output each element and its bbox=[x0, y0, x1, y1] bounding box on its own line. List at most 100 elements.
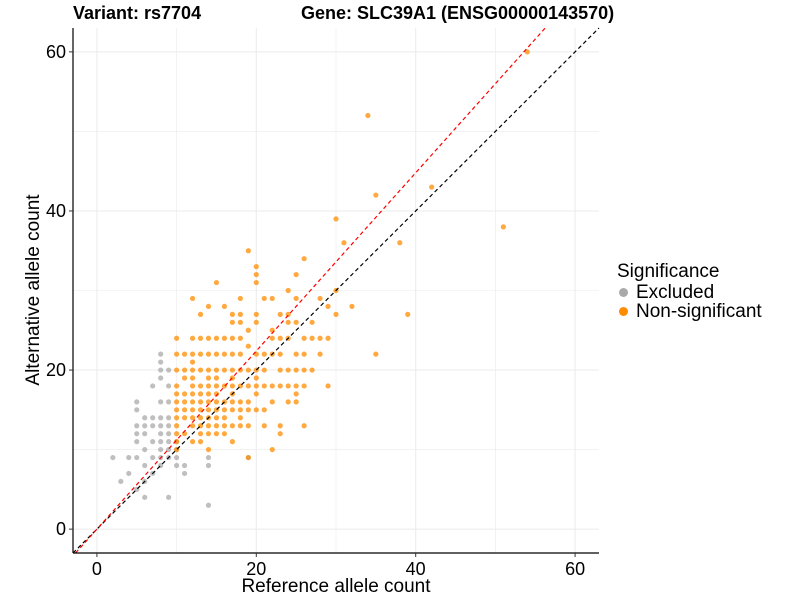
point-non-significant bbox=[213, 399, 220, 405]
point-excluded bbox=[166, 415, 172, 421]
y-tick-label: 0 bbox=[56, 519, 66, 539]
legend-item-excluded: Excluded bbox=[617, 281, 762, 303]
x-axis-title: Reference allele count bbox=[241, 576, 431, 597]
point-non-significant bbox=[205, 383, 212, 389]
point-non-significant bbox=[229, 439, 235, 445]
point-non-significant bbox=[277, 311, 283, 317]
point-non-significant bbox=[277, 351, 283, 357]
point-non-significant bbox=[174, 423, 180, 429]
point-non-significant bbox=[213, 351, 220, 357]
point-non-significant bbox=[293, 391, 299, 397]
point-non-significant bbox=[365, 112, 371, 119]
point-excluded bbox=[166, 367, 172, 373]
point-non-significant bbox=[325, 303, 331, 310]
x-tick-label: 60 bbox=[565, 559, 585, 579]
point-non-significant bbox=[174, 439, 180, 445]
point-non-significant bbox=[197, 439, 204, 445]
point-non-significant bbox=[237, 319, 243, 325]
point-non-significant bbox=[221, 351, 228, 357]
point-non-significant bbox=[213, 423, 220, 429]
point-excluded bbox=[150, 415, 156, 421]
point-non-significant bbox=[229, 399, 235, 405]
point-non-significant bbox=[237, 423, 243, 429]
point-non-significant bbox=[269, 327, 275, 333]
point-non-significant bbox=[213, 415, 220, 421]
point-non-significant bbox=[197, 383, 204, 389]
point-non-significant bbox=[237, 335, 243, 341]
point-excluded bbox=[150, 383, 156, 389]
x-tick-label: 20 bbox=[246, 559, 266, 579]
point-non-significant bbox=[261, 351, 267, 357]
legend-key-excluded bbox=[619, 288, 628, 297]
point-non-significant bbox=[253, 375, 259, 381]
point-non-significant bbox=[213, 391, 220, 397]
point-excluded bbox=[158, 423, 164, 429]
point-non-significant bbox=[181, 375, 188, 381]
point-non-significant bbox=[205, 303, 212, 310]
point-excluded bbox=[142, 423, 148, 429]
legend-label-excluded: Excluded bbox=[636, 281, 715, 303]
point-non-significant bbox=[261, 367, 267, 373]
point-excluded bbox=[134, 399, 140, 405]
identity-line bbox=[72, 27, 600, 554]
point-excluded bbox=[110, 454, 116, 461]
point-non-significant bbox=[301, 423, 307, 429]
point-excluded bbox=[166, 423, 172, 429]
point-non-significant bbox=[221, 423, 228, 429]
point-non-significant bbox=[181, 351, 188, 357]
point-non-significant bbox=[237, 295, 243, 302]
point-non-significant bbox=[301, 383, 307, 389]
point-non-significant bbox=[174, 391, 180, 397]
point-non-significant bbox=[285, 383, 291, 389]
point-excluded bbox=[205, 462, 212, 469]
point-non-significant bbox=[333, 311, 339, 317]
point-non-significant bbox=[237, 367, 243, 373]
point-non-significant bbox=[229, 311, 235, 317]
point-non-significant bbox=[269, 446, 275, 453]
point-non-significant bbox=[237, 415, 243, 421]
point-non-significant bbox=[285, 367, 291, 373]
point-non-significant bbox=[397, 240, 403, 246]
point-non-significant bbox=[285, 319, 291, 325]
point-non-significant bbox=[261, 407, 267, 413]
point-non-significant bbox=[181, 367, 188, 373]
point-excluded bbox=[134, 439, 140, 445]
point-non-significant bbox=[285, 399, 291, 405]
axes bbox=[72, 28, 599, 554]
point-non-significant bbox=[205, 351, 212, 357]
point-non-significant bbox=[277, 335, 283, 341]
point-non-significant bbox=[174, 399, 180, 405]
point-non-significant bbox=[277, 431, 283, 437]
point-non-significant bbox=[301, 335, 307, 341]
point-non-significant bbox=[197, 311, 204, 317]
point-excluded bbox=[142, 431, 148, 437]
point-non-significant bbox=[213, 367, 220, 373]
point-non-significant bbox=[205, 375, 212, 381]
point-non-significant bbox=[189, 399, 196, 405]
point-non-significant bbox=[245, 248, 251, 254]
point-non-significant bbox=[189, 383, 196, 389]
point-non-significant bbox=[189, 375, 196, 381]
point-excluded bbox=[174, 454, 180, 461]
point-non-significant bbox=[205, 399, 212, 405]
point-non-significant bbox=[229, 383, 235, 389]
point-non-significant bbox=[245, 343, 251, 349]
point-non-significant bbox=[253, 383, 259, 389]
x-tick-label: 40 bbox=[406, 559, 426, 579]
point-excluded bbox=[142, 494, 148, 500]
point-non-significant bbox=[229, 367, 235, 373]
point-non-significant bbox=[269, 295, 275, 302]
point-non-significant bbox=[293, 383, 299, 389]
point-non-significant bbox=[181, 407, 188, 413]
point-excluded bbox=[142, 415, 148, 421]
legend-label-non-significant: Non-significant bbox=[636, 300, 762, 322]
y-tick-label: 60 bbox=[46, 42, 66, 62]
point-non-significant bbox=[189, 391, 196, 397]
point-excluded bbox=[134, 407, 140, 413]
point-excluded bbox=[150, 454, 156, 461]
point-non-significant bbox=[373, 192, 379, 198]
point-non-significant bbox=[293, 399, 299, 405]
y-tick-label: 20 bbox=[46, 360, 66, 380]
point-non-significant bbox=[189, 439, 196, 445]
